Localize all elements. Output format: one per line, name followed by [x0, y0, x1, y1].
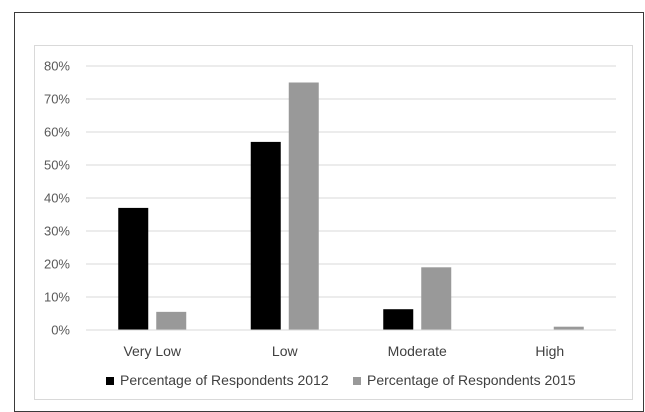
- y-tick-label: 10%: [44, 290, 70, 305]
- legend-label: Percentage of Respondents 2015: [367, 372, 576, 388]
- y-tick-label: 40%: [44, 191, 70, 206]
- x-category-label: Very Low: [123, 343, 181, 359]
- x-category-label: Low: [272, 343, 299, 359]
- legend-label: Percentage of Respondents 2012: [120, 372, 329, 388]
- x-axis-categories: Very Low Low Moderate High: [123, 343, 564, 359]
- x-category-label: Moderate: [388, 343, 447, 359]
- y-tick-label: 80%: [44, 59, 70, 74]
- bars: [118, 82, 584, 330]
- bar-2015-very-low: [156, 311, 187, 330]
- bar-2015-moderate: [421, 267, 452, 330]
- bar-chart: 0% 10% 20% 30% 40% 50% 60% 70% 80% Very Low Low Mo…: [44, 59, 616, 388]
- legend-swatch: [106, 377, 114, 385]
- bar-2015-low: [288, 82, 319, 330]
- gridlines: [86, 65, 616, 298]
- y-tick-label: 70%: [44, 92, 70, 107]
- bar-2012-moderate: [383, 309, 414, 330]
- y-tick-label: 0%: [51, 323, 70, 338]
- y-tick-label: 50%: [44, 158, 70, 173]
- y-tick-label: 30%: [44, 224, 70, 239]
- y-tick-label: 20%: [44, 257, 70, 272]
- y-tick-label: 60%: [44, 125, 70, 140]
- y-axis-ticks: 0% 10% 20% 30% 40% 50% 60% 70% 80%: [44, 59, 70, 338]
- bar-2012-very-low: [118, 207, 149, 330]
- bar-2012-low: [250, 141, 281, 330]
- legend-swatch: [353, 377, 361, 385]
- legend: Percentage of Respondents 2012 Percentage…: [106, 372, 576, 388]
- bar-2015-high: [553, 326, 584, 330]
- x-category-label: High: [535, 343, 564, 359]
